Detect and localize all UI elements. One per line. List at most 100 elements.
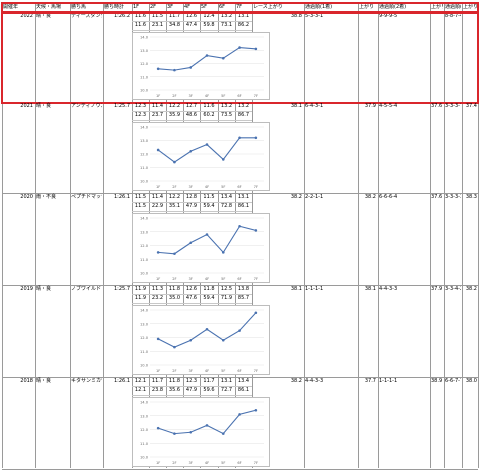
header-lap-1f: 1F [133,4,140,10]
data-point [156,148,160,152]
header-year: 開催年 [3,4,19,10]
data-point [221,56,225,60]
x-tick-label: 3F [189,185,193,189]
race-weather: 晴・良 [36,13,52,19]
data-point [156,67,160,71]
race-winner: ペプチドマッチョ [71,194,102,200]
header-time: 勝ち時計 [104,4,125,10]
y-tick-label: 14.0 [140,401,149,405]
grid-vline [378,2,379,468]
pass-order-2nd: 4-4-3-3 [379,286,398,292]
race-last-3f: 38.1 [290,103,302,109]
data-point [189,241,193,245]
pass-order-1st: 6-4-3-1 [305,103,324,109]
grid-hline [132,294,252,295]
lap-time: 11.9 [134,286,147,292]
lap-time: 11.8 [168,286,181,292]
race-last-3f: 38.8 [290,13,302,19]
pass-order-3rd: 3-3-3-3 [445,194,461,200]
x-tick-label: 2F [172,94,176,98]
y-tick-label: 10.0 [140,272,149,276]
grid-vline [2,2,3,468]
race-time: 1:26.1 [114,194,130,200]
lap-time: 13.1 [220,378,233,384]
x-tick-label: 1F [156,277,160,281]
pass-order-3rd: 3-3-3-7 [445,103,461,109]
pass-order-1st: 1-1-1-1 [305,286,324,292]
lap-time: 11.5 [151,13,164,19]
race-weather: 晴・良 [36,378,52,384]
last-3f-2nd: 37.6 [431,194,442,200]
data-point [221,251,225,254]
y-tick-label: 11.0 [140,258,149,262]
race-year: 2019 [20,286,33,292]
race-time: 1:25.7 [114,103,130,109]
x-tick-label: 6F [237,461,241,465]
header-pass-3rd: 通過順(3着) [445,4,461,10]
lap-chart [132,397,270,467]
lap-time: 12.3 [185,378,198,384]
race-weather: 晴・良 [36,286,52,292]
series-line [158,225,256,255]
last-3f-3rd: 37.4 [465,103,477,109]
lap-time: 13.2 [220,13,233,19]
x-tick-label: 3F [189,461,193,465]
data-point [173,432,176,435]
cumulative-time: 48.6 [185,112,198,118]
data-point [189,66,193,69]
grid-hline [132,120,252,121]
x-tick-label: 6F [237,277,241,281]
x-tick-label: 7F [254,369,258,373]
grid-vline [358,2,359,468]
data-point [205,143,209,146]
last-3f-1st: 37.9 [364,103,376,109]
lap-line-chart: 10.0 11.0 12.0 13.0 14.0 1F 2F 3F 4F 5F 6F 7F [140,401,264,465]
last-3f-3rd: 38.2 [465,286,477,292]
lap-line-chart: 10.0 11.0 12.0 13.0 14.0 1F 2F 3F 4F 5F 6F 7F [140,217,264,281]
pass-order-2nd: 6-6-6-4 [379,194,398,200]
x-tick-label: 5F [221,185,225,189]
data-point [221,432,225,435]
last-3f-2nd: 38.9 [431,378,442,384]
grid-hline [132,386,252,387]
grid-hline [132,111,252,112]
cumulative-time: 73.5 [220,112,233,118]
header-pass-2nd: 通過順(2着) [379,4,407,10]
cumulative-time: 47.9 [185,203,198,209]
cumulative-time: 35.6 [168,387,181,393]
pass-order-3rd: 3-3-4-2 [445,286,461,292]
lap-time: 11.6 [134,13,147,19]
cumulative-time: 47.4 [185,22,198,28]
data-point [189,338,193,342]
data-point [205,424,209,427]
data-point [238,46,241,49]
last-3f-3rd: 38.0 [465,378,477,384]
pass-order-3rd: 8-8-7-4 [445,13,461,19]
x-tick-label: 7F [254,461,258,465]
grid-hline [132,202,252,203]
data-point [254,311,258,315]
lap-time: 12.2 [168,103,181,109]
x-tick-label: 6F [237,94,241,98]
grid-vline [103,2,104,468]
header-last-1st: 上がり [359,4,375,10]
y-tick-label: 12.0 [140,428,149,432]
lap-time: 12.8 [185,194,198,200]
cumulative-time: 71.9 [220,295,233,301]
grid-hline [132,395,252,396]
race-time: 1:26.2 [114,13,130,19]
pass-order-2nd: 1-1-1-1 [379,378,398,384]
race-weather: 晴・良 [36,103,52,109]
y-tick-label: 10.0 [140,180,149,184]
cumulative-time: 86.7 [237,112,250,118]
header-pass-1st: 通過順(1着) [305,4,333,10]
cumulative-time: 86.1 [237,387,250,393]
data-point [189,150,193,153]
x-tick-label: 2F [172,185,176,189]
race-time: 1:26.1 [114,378,130,384]
cumulative-time: 72.7 [220,387,233,393]
lap-time: 13.2 [220,103,233,109]
cumulative-time: 35.9 [168,112,181,118]
lap-time: 12.3 [134,103,147,109]
